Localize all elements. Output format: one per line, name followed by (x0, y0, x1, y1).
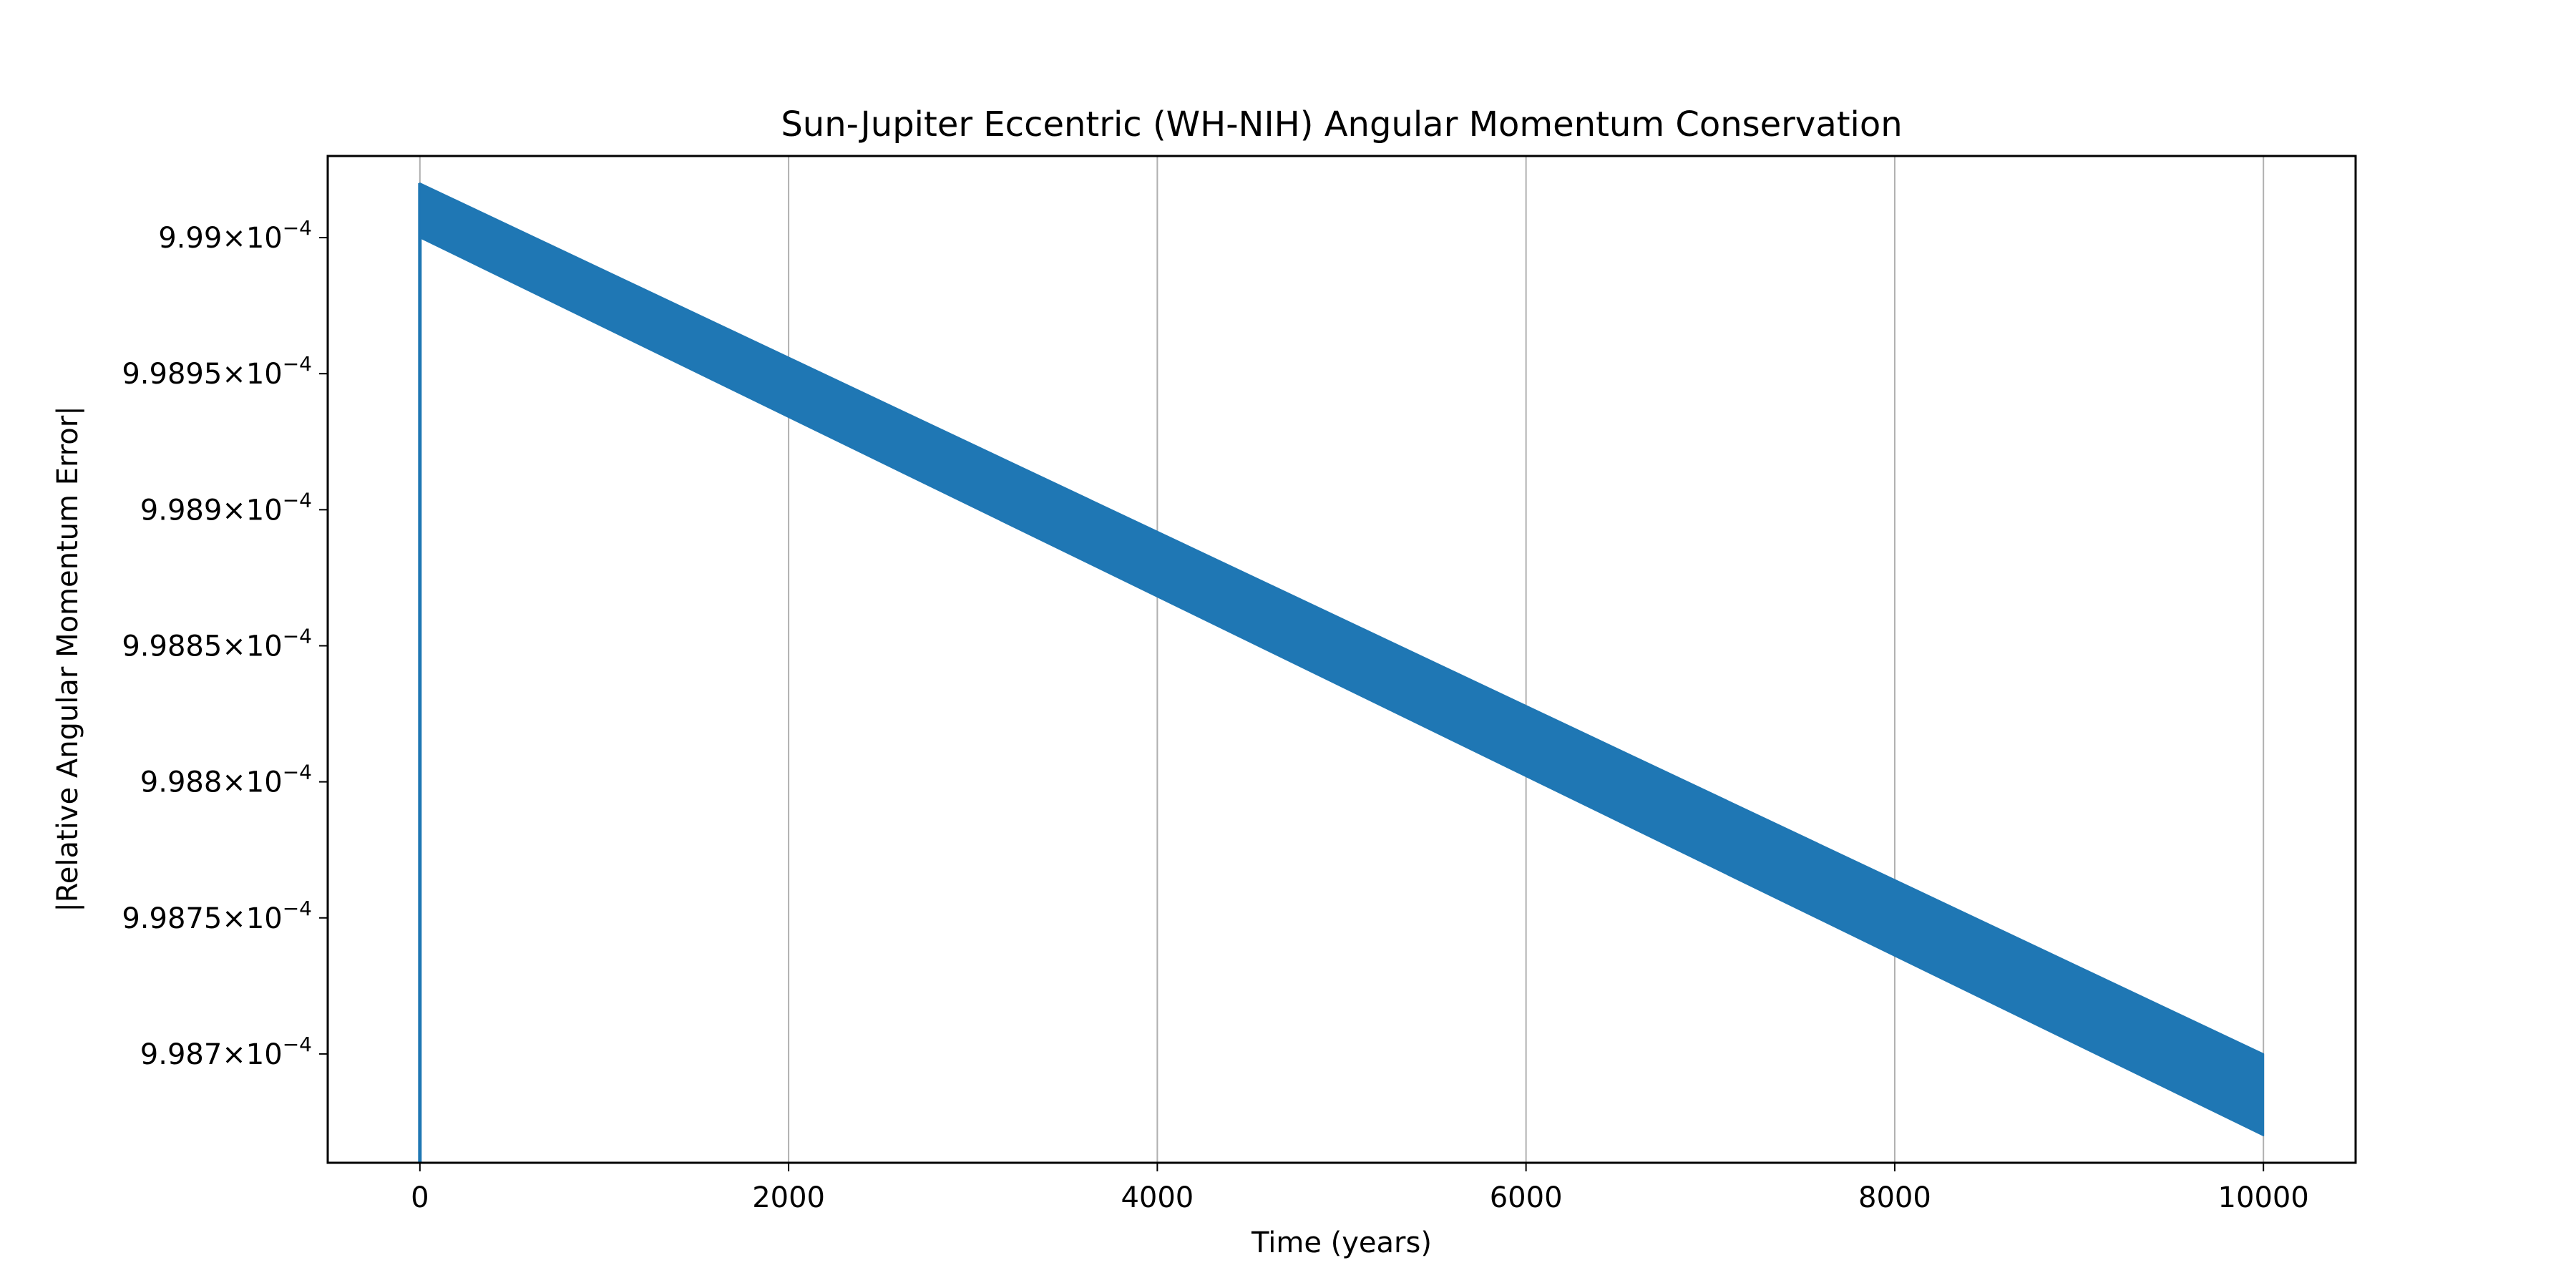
y-tick-label: 9.99×10−4 (158, 216, 312, 255)
chart-title: Sun-Jupiter Eccentric (WH-NIH) Angular M… (781, 104, 1902, 145)
x-tick-label: 10000 (2218, 1181, 2309, 1214)
series-band (419, 182, 2265, 1136)
y-tick-label: 9.989×10−4 (140, 488, 312, 527)
y-tick-label: 9.9895×10−4 (122, 352, 312, 391)
x-tick-label: 8000 (1858, 1181, 1931, 1214)
x-tick-label: 2000 (752, 1181, 825, 1214)
x-tick-label: 0 (411, 1181, 429, 1214)
y-axis-label: |Relative Angular Momentum Error| (52, 406, 84, 912)
y-tick-label: 9.9875×10−4 (122, 897, 312, 935)
y-tick-label: 9.987×10−4 (140, 1033, 312, 1071)
x-tick-label: 4000 (1121, 1181, 1194, 1214)
x-axis-label: Time (years) (1251, 1226, 1432, 1259)
y-tick-label: 9.988×10−4 (140, 761, 312, 799)
y-tick-label: 9.9885×10−4 (122, 624, 312, 663)
x-axis: 0 2000 4000 6000 8000 10000 (411, 1163, 2309, 1214)
plot-frame (326, 155, 2357, 1164)
series-layer (418, 182, 2265, 1163)
x-tick-label: 6000 (1490, 1181, 1563, 1214)
y-axis: 9.99×10−4 9.9895×10−4 9.989×10−4 9.9885×10−… (122, 216, 328, 1071)
